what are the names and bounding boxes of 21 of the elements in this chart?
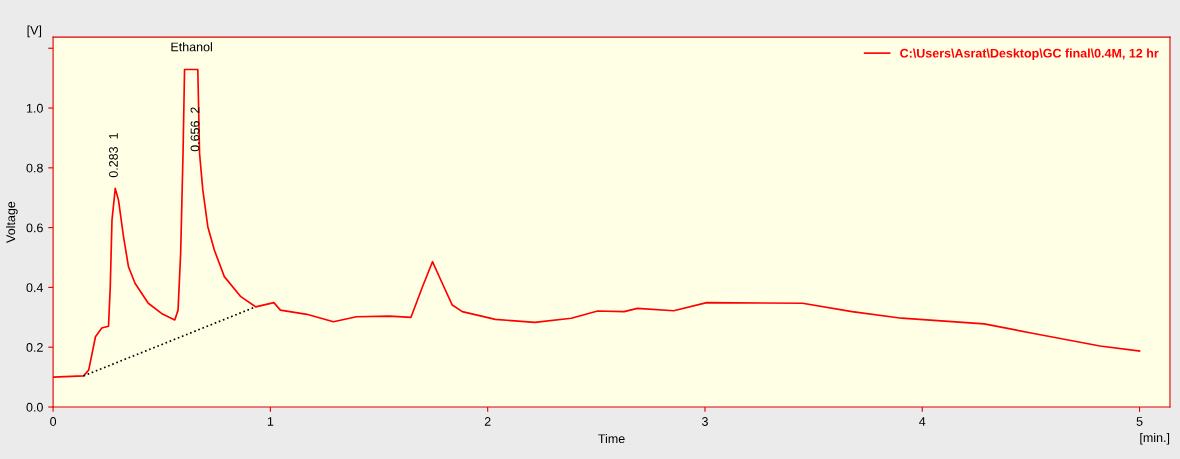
y-tick-label: 0.2 (26, 343, 43, 352)
line-series (53, 68, 1141, 378)
x-tick-label: 2 (484, 417, 491, 426)
annotation: 0.656 2 (190, 107, 200, 152)
y-tick-label: 0.0 (26, 402, 43, 412)
x-tick-label: 4 (919, 417, 926, 426)
y-tick-label: 0.6 (26, 223, 43, 233)
x-axis-title: Time (598, 433, 625, 444)
y-tick-label: 1.0 (26, 103, 43, 113)
x-tick-label: 0 (50, 417, 57, 426)
x-tick-label: 3 (701, 417, 708, 426)
annotation: 0.283 1 (109, 133, 118, 178)
annotation: Ethanol (171, 42, 212, 52)
text: [V] (27, 25, 42, 38)
legend-label: C:\Users\Asrat\Desktop\GC final\0.4M, 12 hr (900, 48, 1159, 61)
y-tick-label: 0.4 (26, 283, 44, 293)
text: [min.] (1140, 432, 1170, 445)
x-tick-label: 1 (267, 417, 274, 426)
y-axis-title: Voltage (6, 201, 18, 243)
x-tick-label: 5 (1136, 417, 1143, 426)
y-tick-label: 0.8 (26, 163, 43, 173)
